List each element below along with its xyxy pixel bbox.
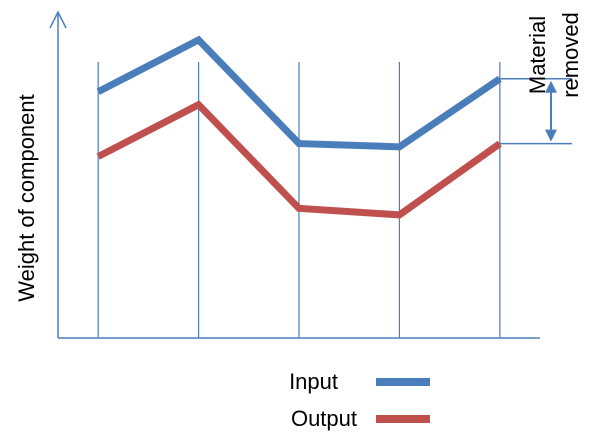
legend-label-output: Output: [291, 406, 357, 431]
annotation-label-line1: Material: [525, 16, 550, 94]
legend: Input Output: [289, 369, 430, 431]
series-line-input: [96, 35, 502, 151]
y-axis-arrow: [49, 10, 67, 29]
y-axis-label: Weight of component: [14, 94, 39, 302]
series-lines: [96, 35, 502, 219]
legend-label-input: Input: [289, 369, 338, 394]
series-line-output: [96, 100, 502, 219]
gridlines: [97, 62, 501, 338]
annotation-label-line2: removed: [558, 12, 583, 98]
material-removed-annotation: Material removed: [499, 12, 583, 145]
